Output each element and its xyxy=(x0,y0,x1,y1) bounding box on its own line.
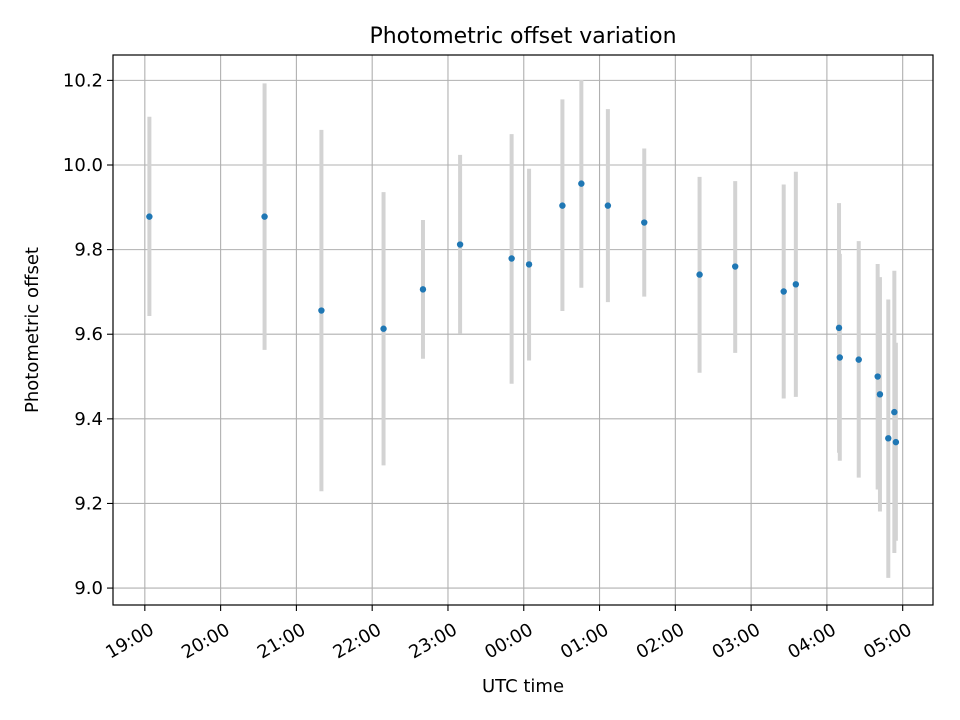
data-point xyxy=(380,325,387,332)
x-tick-label: 00:00 xyxy=(481,619,536,663)
data-point xyxy=(835,324,843,332)
data-point xyxy=(525,261,533,268)
data-point xyxy=(318,307,325,314)
x-tick-label: 20:00 xyxy=(178,619,233,663)
y-tick-label: 9.2 xyxy=(74,493,103,514)
data-point xyxy=(261,213,268,220)
x-tick-label: 02:00 xyxy=(633,619,688,663)
x-tick-label: 23:00 xyxy=(405,619,460,663)
data-point xyxy=(419,286,427,293)
chart-title: Photometric offset variation xyxy=(369,24,676,49)
data-point xyxy=(604,202,612,209)
y-axis-ticks: 9.0 9.2 9.4 9.6 9.8 10.0 10.2 xyxy=(63,70,113,599)
data-points xyxy=(146,180,900,446)
data-point xyxy=(792,281,800,288)
data-point xyxy=(696,271,703,278)
data-point xyxy=(731,263,739,270)
plot-frame xyxy=(112,54,934,606)
x-tick-label: 04:00 xyxy=(784,619,839,663)
data-point xyxy=(885,435,892,442)
data-point xyxy=(876,391,884,398)
data-point xyxy=(578,180,585,187)
x-tick-label: 03:00 xyxy=(709,619,764,663)
y-tick-label: 10.2 xyxy=(63,70,103,91)
data-point xyxy=(892,438,900,446)
data-point xyxy=(508,255,515,262)
data-point xyxy=(874,373,881,380)
data-point xyxy=(780,288,787,295)
data-point xyxy=(559,202,566,209)
data-point xyxy=(855,356,862,363)
data-point xyxy=(891,408,898,416)
x-tick-label: 21:00 xyxy=(254,619,309,663)
y-tick-label: 9.8 xyxy=(74,240,103,261)
y-axis-label: Photometric offset xyxy=(22,247,43,413)
x-tick-label: 01:00 xyxy=(557,619,612,663)
data-point xyxy=(641,219,648,226)
y-tick-label: 9.4 xyxy=(74,409,103,430)
x-tick-label: 22:00 xyxy=(330,619,385,663)
data-point xyxy=(836,354,843,361)
y-tick-label: 9.6 xyxy=(74,324,103,345)
grid-lines xyxy=(113,55,933,605)
x-tick-label: 05:00 xyxy=(860,619,915,663)
x-tick-label: 19:00 xyxy=(102,619,157,663)
data-point xyxy=(146,213,153,220)
y-tick-label: 10.0 xyxy=(63,155,103,176)
data-point xyxy=(456,241,464,248)
x-axis-label: UTC time xyxy=(482,676,564,697)
x-axis-ticks: 19:00 20:00 21:00 22:00 23:00 00:00 01:00 02:00… xyxy=(102,605,916,663)
y-tick-label: 9.0 xyxy=(74,578,103,599)
